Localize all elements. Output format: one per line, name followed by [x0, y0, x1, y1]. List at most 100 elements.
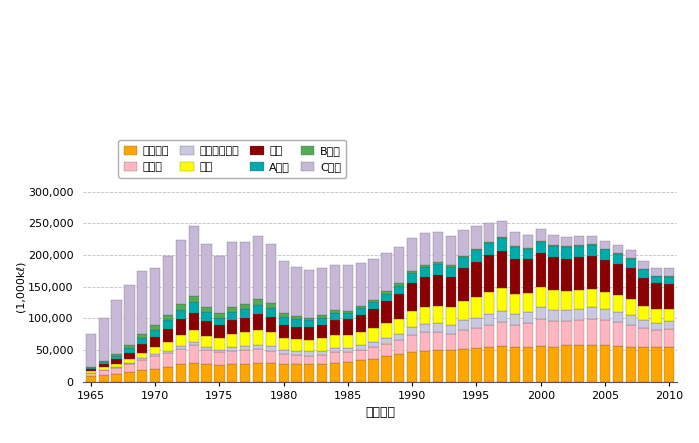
Bar — [471, 348, 482, 381]
Bar — [317, 355, 327, 364]
Bar — [240, 318, 250, 332]
Bar — [99, 364, 109, 367]
Bar — [471, 297, 482, 318]
Bar — [253, 330, 263, 345]
Bar — [574, 246, 584, 257]
Bar — [163, 315, 173, 320]
Bar — [549, 257, 559, 290]
Bar — [330, 362, 340, 381]
Bar — [433, 323, 443, 332]
Bar — [253, 305, 263, 315]
Bar — [382, 356, 391, 381]
Bar — [278, 365, 289, 381]
Bar — [484, 223, 494, 242]
Bar — [266, 363, 276, 381]
Bar — [163, 256, 173, 315]
Bar — [626, 325, 636, 347]
Bar — [291, 351, 302, 355]
Bar — [407, 327, 417, 334]
Bar — [240, 350, 250, 364]
Bar — [356, 332, 366, 345]
Bar — [574, 236, 584, 245]
Bar — [664, 321, 675, 329]
Bar — [150, 330, 160, 337]
Bar — [189, 303, 199, 312]
Bar — [561, 310, 572, 321]
Bar — [86, 371, 96, 373]
Bar — [600, 241, 610, 249]
Bar — [561, 246, 572, 247]
Bar — [368, 359, 379, 381]
Bar — [420, 264, 430, 267]
Bar — [150, 356, 160, 369]
Bar — [317, 364, 327, 381]
Bar — [484, 244, 494, 256]
Bar — [343, 265, 353, 311]
Bar — [471, 226, 482, 249]
Bar — [651, 323, 661, 330]
Bar — [587, 236, 597, 244]
Bar — [227, 334, 238, 347]
Bar — [638, 347, 649, 381]
Bar — [356, 308, 366, 315]
Bar — [278, 350, 289, 354]
Bar — [638, 278, 649, 306]
Bar — [253, 236, 263, 299]
Bar — [124, 365, 134, 372]
Bar — [497, 222, 507, 237]
Bar — [137, 370, 147, 381]
Bar — [291, 316, 302, 319]
Bar — [111, 364, 122, 367]
Bar — [278, 261, 289, 313]
Bar — [523, 259, 533, 293]
Bar — [445, 307, 456, 325]
Bar — [253, 315, 263, 330]
Bar — [163, 329, 173, 342]
Bar — [574, 309, 584, 320]
Bar — [535, 319, 546, 346]
Bar — [510, 247, 520, 259]
Bar — [394, 340, 405, 354]
Bar — [86, 369, 96, 371]
Bar — [214, 256, 224, 314]
Bar — [574, 346, 584, 381]
Bar — [510, 233, 520, 246]
Bar — [626, 315, 636, 325]
Bar — [124, 348, 134, 353]
Bar — [86, 373, 96, 376]
Bar — [613, 253, 623, 264]
Y-axis label: (1,000kℓ): (1,000kℓ) — [15, 261, 25, 312]
Bar — [214, 338, 224, 350]
Bar — [561, 321, 572, 346]
Bar — [561, 247, 572, 259]
Bar — [111, 354, 122, 356]
Bar — [175, 349, 186, 365]
Bar — [201, 347, 212, 350]
Bar — [150, 268, 160, 325]
Bar — [459, 256, 469, 257]
Bar — [587, 256, 597, 289]
Bar — [664, 329, 675, 347]
Bar — [278, 338, 289, 350]
Bar — [150, 354, 160, 356]
Bar — [535, 241, 546, 253]
Bar — [600, 346, 610, 381]
Bar — [163, 367, 173, 381]
Bar — [124, 359, 134, 363]
Bar — [382, 338, 391, 344]
Bar — [549, 290, 559, 310]
Bar — [535, 307, 546, 319]
Bar — [304, 327, 315, 340]
Bar — [137, 271, 147, 334]
Bar — [278, 317, 289, 325]
Bar — [278, 325, 289, 338]
Bar — [535, 253, 546, 287]
Bar — [535, 287, 546, 307]
Bar — [111, 368, 122, 373]
Bar — [664, 277, 675, 284]
Bar — [445, 325, 456, 334]
Bar — [356, 350, 366, 360]
Bar — [99, 367, 109, 370]
Bar — [266, 317, 276, 332]
Bar — [266, 244, 276, 303]
